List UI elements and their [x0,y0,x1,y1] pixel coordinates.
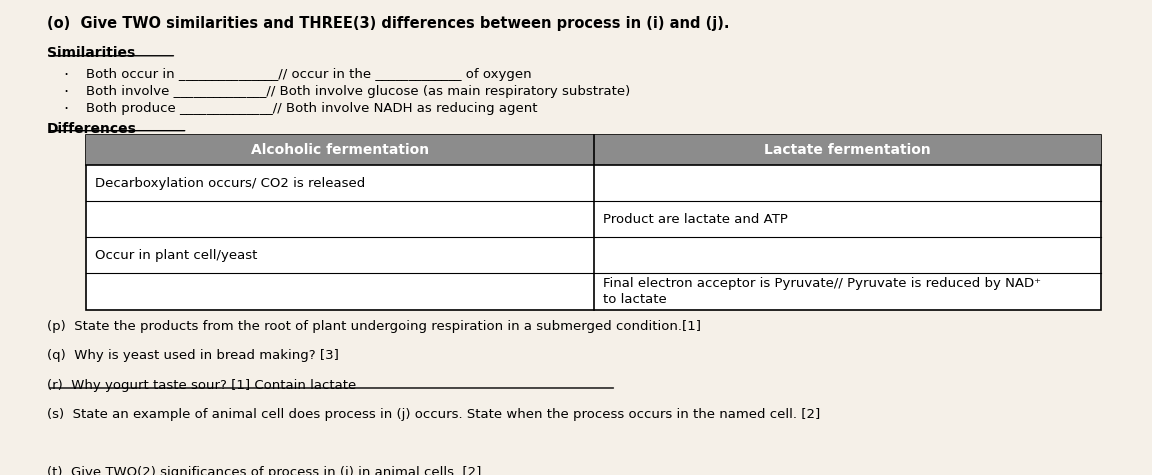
Bar [86,135,1101,165]
Text: Decarboxylation occurs/ CO2 is released: Decarboxylation occurs/ CO2 is released [94,177,365,190]
Text: Similarities: Similarities [46,47,135,60]
Text: ·: · [63,102,69,117]
Text: ·: · [63,68,69,83]
Text: Product are lactate and ATP: Product are lactate and ATP [602,213,788,226]
Text: Final electron acceptor is Pyruvate// Pyruvate is reduced by NAD⁺
to lactate: Final electron acceptor is Pyruvate// Py… [602,277,1040,306]
Text: ·: · [63,85,69,100]
Text: Both produce ______________// Both involve NADH as reducing agent: Both produce ______________// Both invol… [86,102,538,115]
Text: Occur in plant cell/yeast: Occur in plant cell/yeast [94,249,257,262]
Text: (s)  State an example of animal cell does process in (j) occurs. State when the : (s) State an example of animal cell does… [46,408,820,421]
Text: Lactate fermentation: Lactate fermentation [764,143,931,157]
Text: (t)  Give TWO(2) significances of process in (j) in animal cells. [2]: (t) Give TWO(2) significances of process… [46,466,480,475]
Text: (o)  Give TWO similarities and THREE(3) differences between process in (i) and (: (o) Give TWO similarities and THREE(3) d… [46,16,729,31]
Bar [86,135,1101,310]
Text: (r)  Why yogurt taste sour? [1] Contain lactate: (r) Why yogurt taste sour? [1] Contain l… [46,379,356,391]
Text: Both occur in _______________// occur in the _____________ of oxygen: Both occur in _______________// occur in… [86,68,531,81]
Text: Alcoholic fermentation: Alcoholic fermentation [251,143,429,157]
Text: (p)  State the products from the root of plant undergoing respiration in a subme: (p) State the products from the root of … [46,320,700,333]
Text: Both involve ______________// Both involve glucose (as main respiratory substrat: Both involve ______________// Both invol… [86,85,630,98]
Text: Differences: Differences [46,122,136,136]
Text: (q)  Why is yeast used in bread making? [3]: (q) Why is yeast used in bread making? [… [46,350,339,362]
